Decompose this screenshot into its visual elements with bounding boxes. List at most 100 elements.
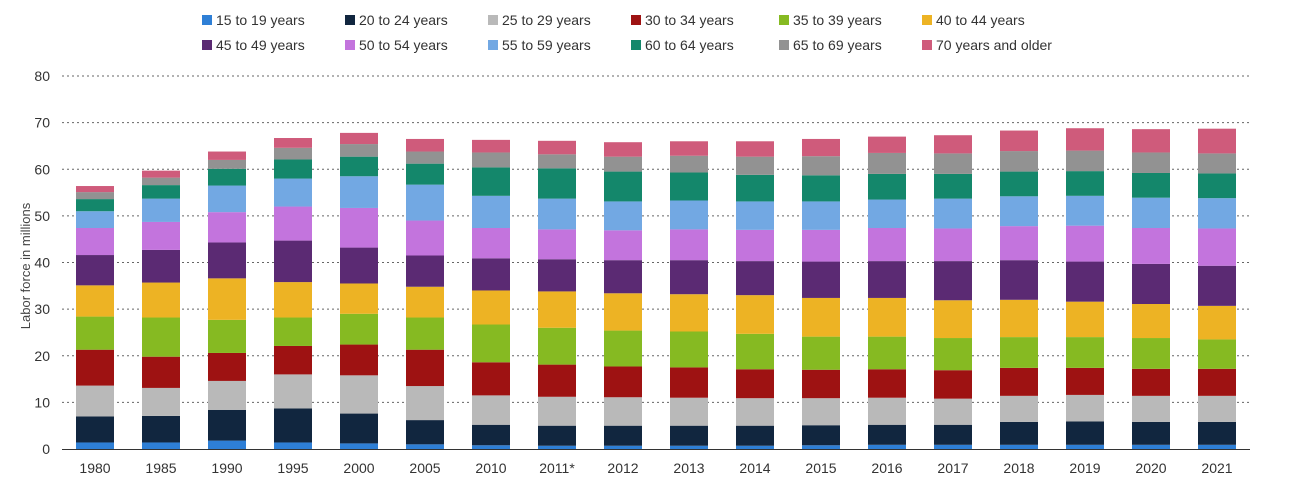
bar-segment — [406, 349, 444, 387]
bar-segment — [1132, 444, 1170, 449]
bar-segment — [472, 195, 510, 228]
bar-segment — [604, 201, 642, 231]
bar-segment — [538, 140, 576, 155]
bar-segment — [670, 260, 708, 295]
bar-segment — [472, 152, 510, 168]
bar-segment — [1132, 263, 1170, 304]
bar-segment — [670, 200, 708, 230]
bar-segment — [934, 338, 972, 371]
bar-segment — [76, 349, 114, 386]
bar-segment — [406, 151, 444, 164]
legend-label: 70 years and older — [936, 37, 1052, 53]
bar-segment — [868, 444, 906, 449]
bar-segment — [604, 156, 642, 172]
bar-segment — [340, 247, 378, 284]
bar-segment — [1000, 337, 1038, 368]
bar-segment — [274, 374, 312, 409]
bar-segment — [868, 397, 906, 425]
legend-label: 25 to 29 years — [502, 12, 591, 28]
bar-segment — [736, 229, 774, 262]
bar-segment — [274, 147, 312, 160]
bar-segment — [274, 138, 312, 148]
bar-segment — [670, 294, 708, 332]
bar-segment — [1198, 173, 1236, 199]
bar-segment — [538, 291, 576, 328]
bar-segment — [736, 369, 774, 399]
bar-segment — [538, 259, 576, 292]
x-tick-label: 1990 — [211, 460, 242, 476]
x-tick-label: 2017 — [937, 460, 968, 476]
bar-segment — [208, 440, 246, 449]
bar-segment — [802, 336, 840, 370]
bar-segment — [736, 174, 774, 202]
bar-segment — [208, 159, 246, 169]
bar-segment — [802, 369, 840, 399]
bar-segment — [1000, 367, 1038, 396]
bar-segment — [142, 317, 180, 357]
y-tick-label: 30 — [34, 301, 50, 317]
bar-segment — [934, 398, 972, 425]
legend: 15 to 19 years 20 to 24 years 25 to 29 yea… — [202, 12, 1052, 53]
bar-segment — [538, 198, 576, 230]
bar-segment — [406, 444, 444, 449]
bar-segment — [274, 408, 312, 443]
bar-segment — [538, 154, 576, 169]
bar-segment — [736, 333, 774, 370]
bar-segment — [604, 171, 642, 202]
bar-segment — [1132, 227, 1170, 264]
bar-segment — [670, 445, 708, 449]
bar-segment — [868, 136, 906, 153]
bar-segment — [736, 261, 774, 296]
y-tick-label: 10 — [34, 394, 50, 410]
legend-label: 65 to 69 years — [793, 37, 882, 53]
bar-segment — [670, 367, 708, 398]
bar-segment — [142, 185, 180, 199]
bar-segment — [802, 156, 840, 176]
x-tick-label: 2021 — [1201, 460, 1232, 476]
bar-segment — [472, 258, 510, 291]
x-tick-label: 1985 — [145, 460, 176, 476]
bar-segment — [76, 192, 114, 200]
bar-segment — [1066, 128, 1104, 151]
bar-segment — [736, 398, 774, 426]
y-tick-label: 60 — [34, 161, 50, 177]
bar-segment — [340, 443, 378, 449]
bar-segment — [1198, 153, 1236, 174]
bar-segment — [934, 300, 972, 339]
bar-segment — [208, 352, 246, 381]
bar-segment — [1132, 303, 1170, 339]
bar-segment — [274, 345, 312, 375]
bar-segment — [1132, 395, 1170, 422]
bar-segment — [670, 172, 708, 201]
bar-segment — [340, 375, 378, 414]
bar-segment — [472, 424, 510, 446]
bar-segment — [208, 409, 246, 441]
bar-segment — [406, 163, 444, 185]
bar-segment — [670, 331, 708, 368]
bar-segment — [736, 295, 774, 334]
y-tick-label: 50 — [34, 208, 50, 224]
bar-segment — [1132, 421, 1170, 445]
bar-segment — [142, 198, 180, 222]
x-tick-label: 2010 — [475, 460, 506, 476]
bar-segment — [1066, 337, 1104, 368]
bar-segment — [406, 138, 444, 152]
bar-segment — [604, 230, 642, 261]
bar-segment — [1000, 196, 1038, 227]
bar-segment — [472, 139, 510, 153]
bar-segment — [406, 220, 444, 256]
bar-segment — [670, 155, 708, 173]
bar-segment — [1132, 152, 1170, 173]
bar-segment — [1198, 444, 1236, 449]
bar-segment — [934, 370, 972, 399]
legend-swatch — [631, 15, 641, 25]
bar-segment — [1000, 299, 1038, 338]
axes: 1980 1985 1990 1995 2000 2005 2010 2011* 2012 201… — [62, 449, 1250, 476]
bar-segment — [868, 336, 906, 370]
bar-segment — [406, 420, 444, 445]
bar-segment — [736, 156, 774, 175]
bar-segment — [868, 227, 906, 262]
bar-segment — [1000, 421, 1038, 445]
bar-segment — [802, 138, 840, 157]
